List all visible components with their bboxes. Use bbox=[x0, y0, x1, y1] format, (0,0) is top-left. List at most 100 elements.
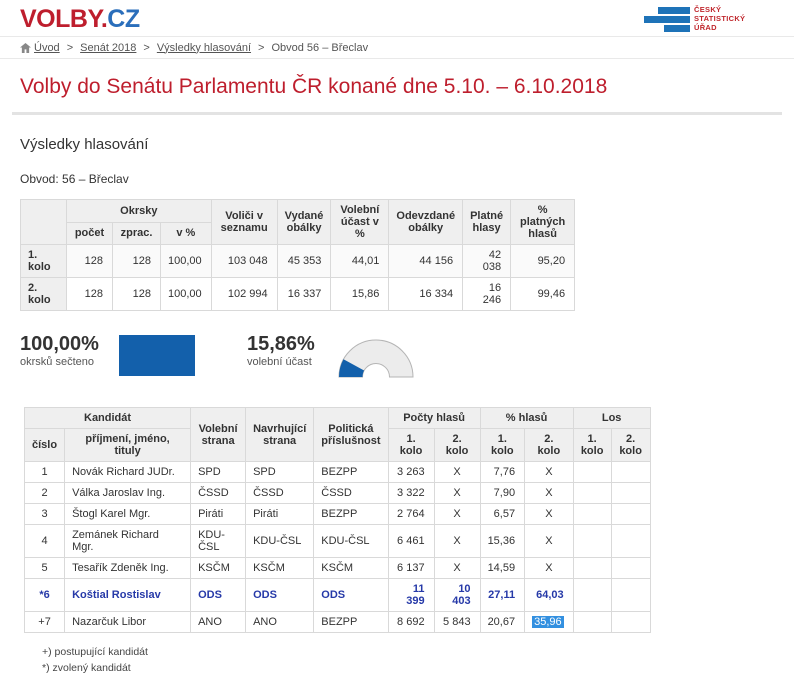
candidate-cell: 3 322 bbox=[387, 482, 435, 504]
summary-row: 1. kolo 128 128 100,00 103 048 45 353 44,01 44 … bbox=[20, 244, 576, 278]
candidate-cell: X bbox=[524, 524, 574, 558]
candidate-cell: ODS bbox=[313, 578, 389, 612]
home-icon bbox=[20, 42, 31, 53]
top-bar: VOLBY.CZ ČESKÝ STATISTICKÝ ÚŘAD bbox=[0, 0, 794, 37]
breadcrumb-separator: > bbox=[258, 41, 265, 54]
candidate-cell: ANO bbox=[190, 611, 247, 633]
cand-header-cislo: číslo bbox=[23, 428, 66, 462]
cand-header-kolo2: 2. kolo bbox=[524, 428, 574, 462]
candidate-cell: Piráti bbox=[245, 503, 315, 525]
candidate-cell: 7,76 bbox=[479, 461, 526, 483]
candidate-cell bbox=[610, 482, 651, 504]
csu-bar-icon bbox=[658, 6, 690, 14]
candidate-cell: 5 843 bbox=[433, 611, 481, 633]
page-title: Volby do Senátu Parlamentu ČR konané dne… bbox=[20, 75, 608, 98]
summary-row-label: 2. kolo bbox=[20, 277, 67, 311]
candidate-cell: 20,67 bbox=[479, 611, 526, 633]
candidate-cell: 15,36 bbox=[479, 524, 526, 558]
candidate-cell: ODS bbox=[190, 578, 247, 612]
breadcrumb-home-link[interactable]: Úvod bbox=[20, 42, 60, 54]
summary-cell: 102 994 bbox=[210, 277, 278, 311]
candidate-cell: X bbox=[433, 482, 481, 504]
candidate-cell: BEZPP bbox=[313, 461, 389, 483]
candidate-cell: 2 764 bbox=[387, 503, 435, 525]
volby-logo[interactable]: VOLBY.CZ bbox=[20, 5, 140, 34]
candidate-cell: *6 bbox=[23, 578, 66, 612]
candidate-cell: BEZPP bbox=[313, 611, 389, 633]
summary-cell: 42 038 bbox=[462, 244, 512, 278]
processed-value: 100,00% bbox=[20, 333, 99, 355]
breadcrumb-link-vysledky[interactable]: Výsledky hlasování bbox=[156, 41, 252, 54]
processed-label: okrsků sečteno bbox=[20, 356, 94, 368]
candidate-cell: Nazarčuk Libor bbox=[64, 611, 192, 633]
breadcrumb-home-label: Úvod bbox=[34, 41, 60, 54]
summary-subheader-vpct: v % bbox=[160, 221, 212, 245]
summary-table: Okrsky Voliči v seznamu Vydané obálky Vo… bbox=[20, 199, 576, 311]
candidate-row: 3 Štogl Karel Mgr. Piráti Piráti BEZPP 2 764 X… bbox=[23, 503, 651, 525]
candidate-cell: 35,96 bbox=[524, 611, 574, 633]
selected-text: 35,96 bbox=[532, 616, 564, 628]
footnote-elected: *) zvolený kandidát bbox=[42, 662, 131, 675]
summary-cell: 16 337 bbox=[276, 277, 332, 311]
summary-row-label: 1. kolo bbox=[20, 244, 67, 278]
csu-bar-icon bbox=[644, 15, 690, 23]
candidate-cell bbox=[610, 524, 651, 558]
candidate-cell: Štogl Karel Mgr. bbox=[64, 503, 192, 525]
candidate-cell: Válka Jaroslav Ing. bbox=[64, 482, 192, 504]
csu-bar-icon bbox=[664, 24, 690, 32]
candidate-cell: 5 bbox=[23, 557, 66, 579]
horizontal-rule bbox=[12, 112, 782, 115]
candidate-cell: 6,57 bbox=[479, 503, 526, 525]
volby-logo-red: VOLBY. bbox=[20, 4, 108, 33]
candidate-cell bbox=[572, 461, 612, 483]
processed-progress-fill bbox=[118, 335, 195, 376]
candidate-row: +7 Nazarčuk Libor ANO ANO BEZPP 8 692 5 843 20,… bbox=[23, 611, 651, 633]
candidate-cell: ANO bbox=[245, 611, 315, 633]
candidate-cell: 1 bbox=[23, 461, 66, 483]
district-label: Obvod: 56 – Břeclav bbox=[20, 172, 129, 186]
candidate-cell bbox=[572, 482, 612, 504]
candidate-cell: 8 692 bbox=[387, 611, 435, 633]
candidate-cell bbox=[572, 524, 612, 558]
candidate-cell: KDU-ČSL bbox=[190, 524, 247, 558]
candidate-cell: ODS bbox=[245, 578, 315, 612]
cand-header-politicka-prislusnost: Politická příslušnost bbox=[313, 407, 389, 462]
candidate-cell: KSČM bbox=[190, 557, 247, 579]
summary-cell: 128 bbox=[112, 244, 161, 278]
summary-row: 2. kolo 128 128 100,00 102 994 16 337 15,86 16 … bbox=[20, 277, 576, 311]
csu-text-line: ČESKÝ bbox=[694, 5, 722, 15]
summary-header-odevzdane: Odevzdané obálky bbox=[388, 199, 464, 245]
breadcrumb-link-senat[interactable]: Senát 2018 bbox=[80, 41, 137, 54]
summary-cell: 128 bbox=[66, 244, 113, 278]
candidate-cell: SPD bbox=[245, 461, 315, 483]
summary-header-platne: Platné hlasy bbox=[462, 199, 512, 245]
candidate-cell: KDU-ČSL bbox=[313, 524, 389, 558]
stats-row: 100,00% okrsků sečteno 15,86% volební úč… bbox=[20, 333, 794, 381]
candidate-cell: KSČM bbox=[313, 557, 389, 579]
candidate-cell: 3 263 bbox=[387, 461, 435, 483]
candidate-cell: X bbox=[433, 524, 481, 558]
gauge-fill bbox=[338, 359, 364, 377]
cand-header-pct-hlasu: % hlasů bbox=[479, 407, 574, 429]
candidate-cell: X bbox=[524, 461, 574, 483]
candidate-cell: KSČM bbox=[245, 557, 315, 579]
candidate-cell: X bbox=[433, 557, 481, 579]
csu-logo[interactable]: ČESKÝ STATISTICKÝ ÚŘAD bbox=[640, 6, 754, 33]
candidate-cell: 27,11 bbox=[479, 578, 526, 612]
summary-cell: 128 bbox=[112, 277, 161, 311]
cand-header-jmeno: příjmení, jméno, tituly bbox=[64, 428, 192, 462]
candidate-cell bbox=[610, 503, 651, 525]
candidates-table-body: 1 Novák Richard JUDr. SPD SPD BEZPP 3 263 X 7,7… bbox=[23, 461, 651, 633]
candidate-cell: Piráti bbox=[190, 503, 247, 525]
summary-cell: 45 353 bbox=[276, 244, 332, 278]
volby-logo-blue: CZ bbox=[107, 4, 140, 33]
cand-header-kolo1: 1. kolo bbox=[387, 428, 435, 462]
summary-header-okrsky: Okrsky bbox=[66, 199, 212, 223]
candidate-cell: 7,90 bbox=[479, 482, 526, 504]
summary-subheader-zprac: zprac. bbox=[112, 221, 161, 245]
candidate-cell: 11 399 bbox=[387, 578, 435, 612]
candidate-cell: 14,59 bbox=[479, 557, 526, 579]
cand-header-kolo1: 1. kolo bbox=[572, 428, 612, 462]
cand-header-volebni-strana: Volební strana bbox=[190, 407, 247, 462]
candidate-cell: KDU-ČSL bbox=[245, 524, 315, 558]
